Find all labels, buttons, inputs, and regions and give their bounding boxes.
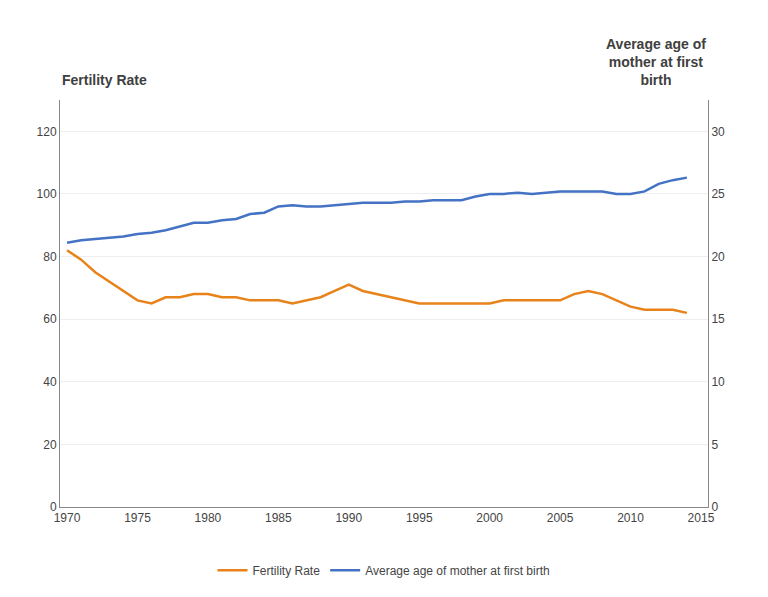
svg-text:60: 60 — [43, 312, 57, 326]
svg-text:1995: 1995 — [406, 511, 433, 525]
svg-text:Average age of mother at first: Average age of mother at first birth — [365, 564, 550, 578]
svg-text:1970: 1970 — [54, 511, 81, 525]
svg-text:5: 5 — [711, 438, 718, 452]
svg-text:Fertility Rate: Fertility Rate — [253, 564, 321, 578]
svg-text:2010: 2010 — [617, 511, 644, 525]
svg-text:80: 80 — [43, 250, 57, 264]
svg-text:20: 20 — [711, 250, 725, 264]
svg-text:40: 40 — [43, 375, 57, 389]
svg-text:20: 20 — [43, 438, 57, 452]
svg-text:1985: 1985 — [265, 511, 292, 525]
svg-text:120: 120 — [37, 125, 57, 139]
svg-text:1990: 1990 — [335, 511, 362, 525]
svg-text:25: 25 — [711, 187, 725, 201]
svg-text:15: 15 — [711, 312, 725, 326]
svg-text:2005: 2005 — [547, 511, 574, 525]
svg-text:2000: 2000 — [476, 511, 503, 525]
svg-text:2015: 2015 — [688, 511, 715, 525]
svg-text:Fertility Rate: Fertility Rate — [62, 72, 147, 88]
svg-text:0: 0 — [50, 500, 57, 514]
svg-text:30: 30 — [711, 125, 725, 139]
svg-text:1980: 1980 — [195, 511, 222, 525]
svg-text:Average age ofmother at firstb: Average age ofmother at firstbirth — [606, 36, 706, 88]
svg-text:0: 0 — [711, 500, 718, 514]
svg-text:100: 100 — [37, 187, 57, 201]
svg-text:10: 10 — [711, 375, 725, 389]
svg-text:1975: 1975 — [124, 511, 151, 525]
